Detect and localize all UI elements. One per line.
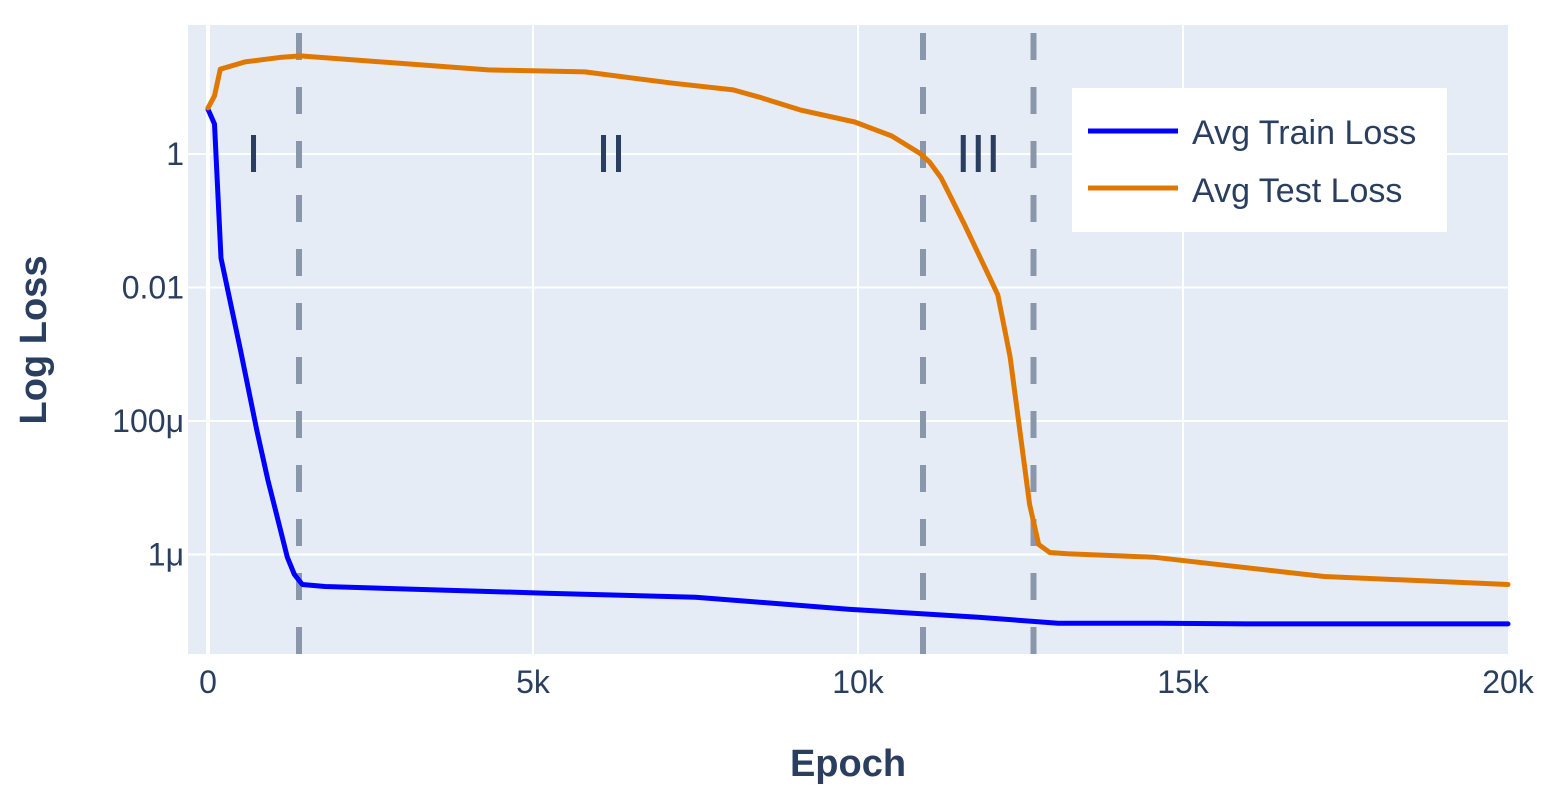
legend: Avg Train Loss Avg Test Loss [1072, 88, 1447, 232]
x-tick-label: 5k [516, 664, 551, 700]
x-tick-label: 20k [1482, 664, 1535, 700]
x-tick-label: 15k [1157, 664, 1210, 700]
phase-label: I [246, 124, 261, 184]
test-loss-line [205, 53, 1511, 587]
y-axis-title: Log Loss [13, 256, 55, 425]
y-tick-label: 1 [166, 136, 184, 172]
legend-label-test: Avg Test Loss [1192, 172, 1402, 210]
x-tick-label: 10k [832, 664, 885, 700]
y-axis-ticks: 1 0.01 100μ 1μ [112, 136, 184, 573]
y-tick-label: 100μ [112, 403, 184, 439]
x-tick-label: 0 [199, 664, 217, 700]
legend-label-train: Avg Train Loss [1192, 114, 1416, 152]
phase-label: II [596, 124, 626, 184]
train-loss-line [205, 106, 1511, 627]
phase-labels: I II III [246, 124, 1001, 184]
series-lines [205, 53, 1511, 627]
legend-box [1072, 88, 1447, 232]
x-axis-title: Epoch [790, 743, 906, 785]
y-tick-label: 0.01 [122, 270, 184, 306]
phase-label: III [956, 124, 1001, 184]
x-axis-ticks: 0 5k 10k 15k 20k [199, 664, 1535, 700]
y-tick-label: 1μ [148, 537, 184, 573]
